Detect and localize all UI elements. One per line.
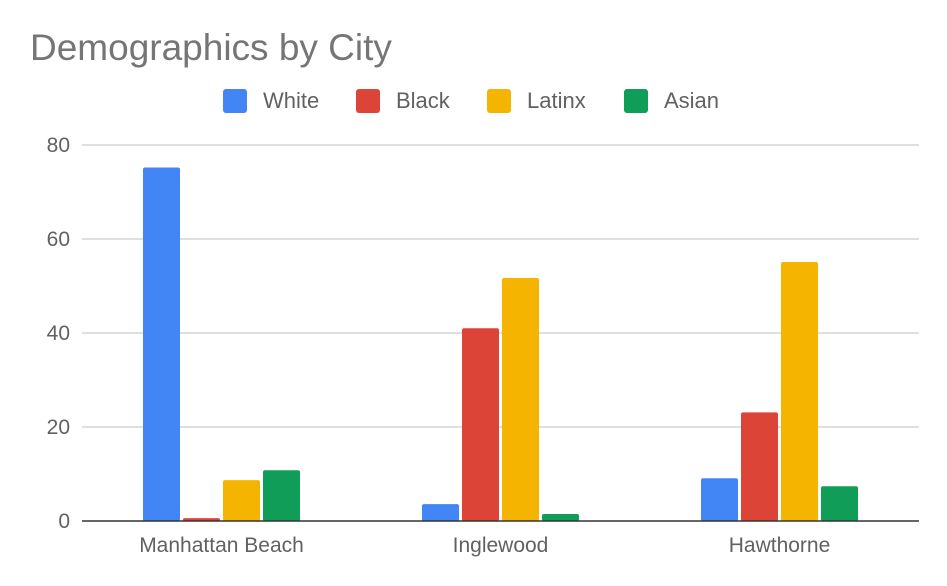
bar-white-hawthorne[interactable] xyxy=(701,478,738,521)
legend-swatch-white xyxy=(223,89,247,113)
bar-black-hawthorne[interactable] xyxy=(741,412,778,521)
legend-swatch-asian xyxy=(624,89,648,113)
bar-black-inglewood[interactable] xyxy=(462,328,499,521)
legend-label-white: White xyxy=(263,88,319,113)
chart-title: Demographics by City xyxy=(30,27,392,68)
legend-item-black[interactable]: Black xyxy=(356,88,451,113)
y-tick-label: 0 xyxy=(58,510,70,533)
bar-latinx-hawthorne[interactable] xyxy=(781,262,818,521)
gridlines xyxy=(82,144,919,428)
legend-swatch-latinx xyxy=(487,89,511,113)
legend-item-asian[interactable]: Asian xyxy=(624,88,719,113)
x-axis-labels: Manhattan Beach Inglewood Hawthorne xyxy=(139,534,830,557)
legend-item-latinx[interactable]: Latinx xyxy=(487,88,586,113)
bar-white-manhattan-beach[interactable] xyxy=(143,167,180,521)
bars xyxy=(143,167,858,521)
y-axis-ticks: 0 20 40 60 80 xyxy=(47,134,70,533)
bar-asian-hawthorne[interactable] xyxy=(821,486,858,521)
bar-asian-manhattan-beach[interactable] xyxy=(263,470,300,521)
legend-label-asian: Asian xyxy=(664,88,719,113)
x-category-label: Manhattan Beach xyxy=(139,534,304,557)
legend: White Black Latinx Asian xyxy=(223,88,719,113)
bar-latinx-inglewood[interactable] xyxy=(502,278,539,521)
legend-label-latinx: Latinx xyxy=(527,88,586,113)
x-category-label: Hawthorne xyxy=(729,534,831,557)
legend-label-black: Black xyxy=(396,88,451,113)
legend-swatch-black xyxy=(356,89,380,113)
y-tick-label: 40 xyxy=(47,322,70,345)
y-tick-label: 20 xyxy=(47,416,70,439)
bar-white-inglewood[interactable] xyxy=(422,504,459,521)
bar-asian-inglewood[interactable] xyxy=(542,513,579,521)
bar-latinx-manhattan-beach[interactable] xyxy=(223,480,260,521)
y-tick-label: 60 xyxy=(47,228,70,251)
y-tick-label: 80 xyxy=(47,134,70,157)
legend-item-white[interactable]: White xyxy=(223,88,319,113)
x-category-label: Inglewood xyxy=(453,534,549,557)
